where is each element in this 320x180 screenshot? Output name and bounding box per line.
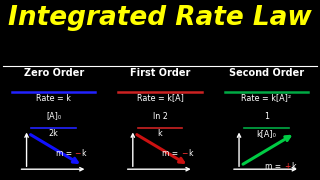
Text: m =: m = [265, 162, 284, 171]
Text: 2k: 2k [49, 129, 59, 138]
Text: ln 2: ln 2 [153, 112, 167, 121]
Text: k: k [291, 162, 295, 171]
Text: Integrated Rate Law: Integrated Rate Law [8, 5, 312, 31]
Text: Rate = k[A]²: Rate = k[A]² [241, 94, 291, 103]
Text: 1: 1 [264, 112, 269, 121]
Text: k: k [82, 149, 86, 158]
Text: Rate = k: Rate = k [36, 94, 71, 103]
Text: k: k [158, 129, 162, 138]
Text: [A]₀: [A]₀ [46, 112, 61, 121]
Text: k[A]₀: k[A]₀ [256, 129, 276, 138]
Text: Second Order: Second Order [229, 68, 304, 78]
Text: −: − [181, 149, 187, 158]
Text: Rate = k[A]: Rate = k[A] [137, 94, 183, 103]
Text: +: + [284, 162, 290, 171]
Text: m =: m = [56, 149, 75, 158]
Text: m =: m = [162, 149, 181, 158]
Text: First Order: First Order [130, 68, 190, 78]
Text: −: − [75, 149, 81, 158]
Text: k: k [188, 149, 192, 158]
Text: Zero Order: Zero Order [24, 68, 84, 78]
